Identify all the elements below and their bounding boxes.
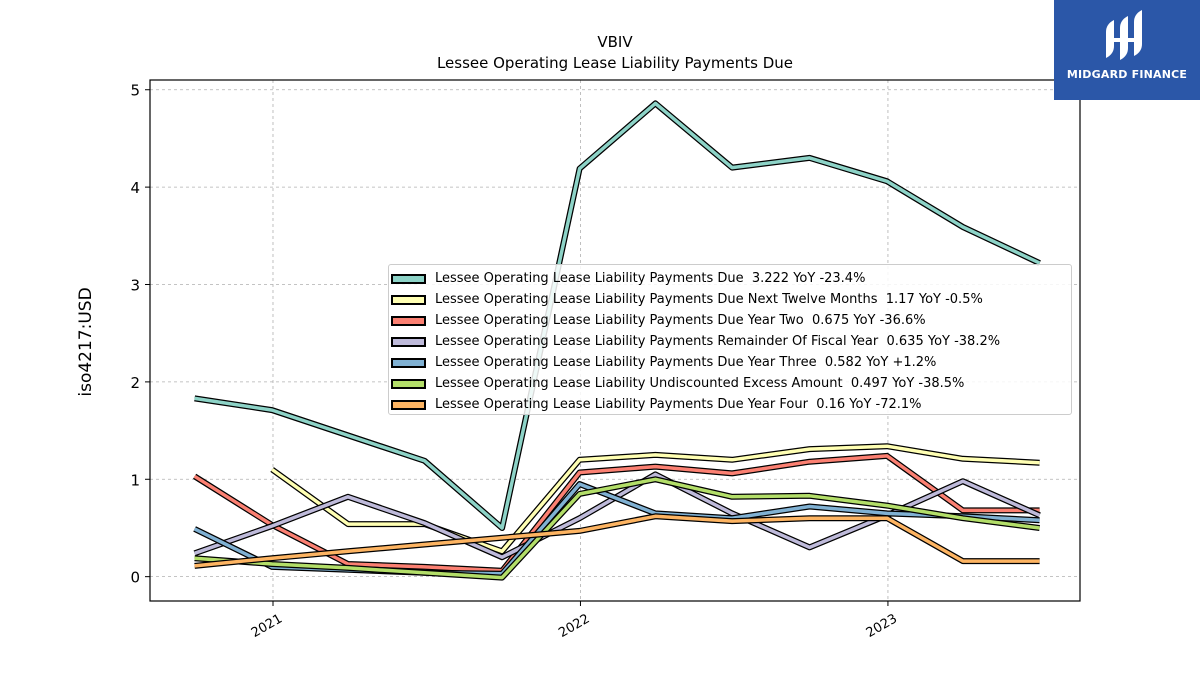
chart-subtitle: Lessee Operating Lease Liability Payment… bbox=[437, 54, 793, 72]
x-tick-label: 2022 bbox=[556, 611, 592, 641]
legend-swatch bbox=[391, 358, 426, 368]
legend-label: Lessee Operating Lease Liability Undisco… bbox=[435, 376, 965, 391]
legend-swatch bbox=[391, 295, 426, 305]
chart-title: VBIV bbox=[597, 33, 633, 51]
series-line-1 bbox=[194, 101, 1041, 530]
series-line-7 bbox=[194, 514, 1040, 568]
legend-swatch bbox=[391, 337, 426, 347]
legend-label: Lessee Operating Lease Liability Payment… bbox=[435, 271, 866, 286]
legend-item: Lessee Operating Lease Liability Payment… bbox=[389, 311, 1073, 332]
series-line-5 bbox=[193, 482, 1040, 576]
legend-swatch bbox=[391, 379, 426, 389]
series-line-2 bbox=[271, 444, 1040, 554]
series-line-6 bbox=[194, 477, 1040, 580]
legend-item: Lessee Operating Lease Liability Payment… bbox=[389, 269, 1073, 290]
logo: MIDGARD FINANCE bbox=[1054, 0, 1200, 100]
y-axis-label: iso4217:USD bbox=[76, 287, 96, 396]
legend-item: Lessee Operating Lease Liability Payment… bbox=[389, 353, 1073, 374]
y-tick-label: 0 bbox=[130, 569, 140, 587]
legend-item: Lessee Operating Lease Liability Undisco… bbox=[389, 374, 1073, 395]
x-tick-label: 2021 bbox=[249, 611, 285, 641]
y-tick-label: 2 bbox=[130, 374, 140, 392]
plot-frame bbox=[149, 79, 1081, 602]
legend-item: Lessee Operating Lease Liability Payment… bbox=[389, 290, 1073, 311]
legend-swatch bbox=[391, 274, 426, 284]
x-axis-ticks: 2021 2022 2023 bbox=[249, 601, 900, 641]
x-tick-label: 2023 bbox=[864, 611, 900, 641]
y-tick-label: 1 bbox=[130, 471, 140, 489]
legend-swatch bbox=[391, 400, 426, 410]
legend-swatch bbox=[391, 316, 426, 326]
legend-label: Lessee Operating Lease Liability Payment… bbox=[435, 355, 937, 370]
series-lines bbox=[193, 100, 1041, 581]
logo-text: MIDGARD FINANCE bbox=[1066, 68, 1188, 81]
legend-label: Lessee Operating Lease Liability Payment… bbox=[435, 334, 1001, 349]
legend-label: Lessee Operating Lease Liability Payment… bbox=[435, 397, 922, 412]
series-line-3 bbox=[193, 454, 1040, 573]
y-tick-label: 3 bbox=[130, 277, 140, 295]
legend: Lessee Operating Lease Liability Payment… bbox=[388, 264, 1072, 415]
legend-label: Lessee Operating Lease Liability Payment… bbox=[435, 292, 983, 307]
y-tick-label: 5 bbox=[130, 82, 140, 100]
y-axis-ticks: 0 1 2 3 4 5 bbox=[130, 82, 150, 587]
y-tick-label: 4 bbox=[130, 179, 140, 197]
legend-item: Lessee Operating Lease Liability Payment… bbox=[389, 332, 1073, 353]
legend-item: Lessee Operating Lease Liability Payment… bbox=[389, 395, 1073, 416]
legend-label: Lessee Operating Lease Liability Payment… bbox=[435, 313, 926, 328]
logo-mark-icon bbox=[1106, 10, 1142, 60]
